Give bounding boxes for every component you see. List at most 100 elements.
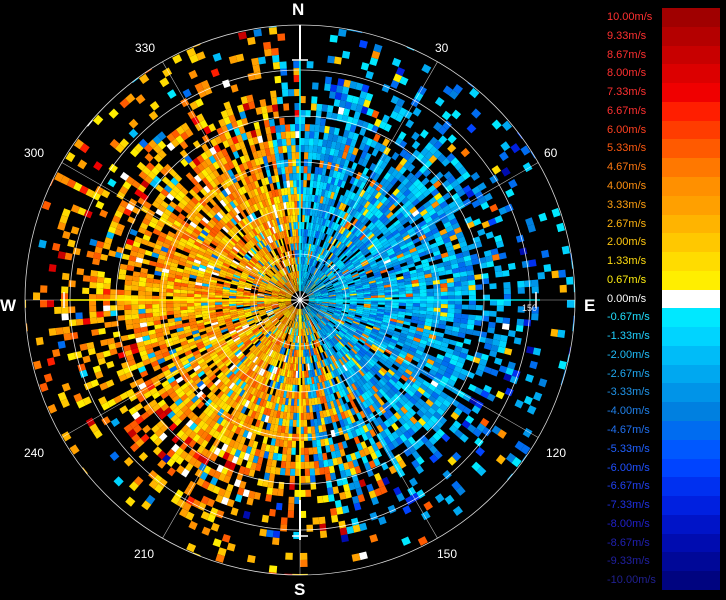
echo-bin	[307, 391, 312, 399]
echo-bin	[311, 433, 317, 441]
echo-bin	[373, 43, 383, 53]
echo-bin	[301, 307, 303, 315]
echo-bin	[391, 285, 399, 290]
echo-bin	[314, 304, 321, 308]
echo-bin	[142, 424, 152, 434]
echo-bin	[396, 390, 404, 399]
echo-bin	[313, 216, 317, 224]
echo-bin	[370, 308, 378, 312]
echo-bin	[434, 254, 442, 261]
echo-bin	[401, 231, 409, 238]
echo-bin	[313, 259, 317, 267]
echo-bin	[353, 381, 360, 390]
echo-bin	[398, 166, 407, 175]
echo-bin	[405, 309, 413, 313]
echo-bin	[316, 361, 320, 369]
echo-bin	[361, 345, 369, 352]
echo-bin	[282, 347, 286, 355]
echo-bin	[322, 410, 328, 418]
echo-bin	[310, 283, 316, 290]
echo-bin	[166, 307, 174, 312]
echo-bin	[351, 357, 358, 365]
echo-bin	[425, 398, 434, 407]
echo-bin	[359, 522, 368, 532]
echo-bin	[309, 405, 313, 413]
echo-bin	[317, 353, 322, 361]
echo-bin	[337, 78, 345, 87]
echo-bin	[334, 310, 342, 314]
echo-bin	[433, 283, 441, 289]
echo-bin	[374, 230, 383, 238]
echo-bin	[365, 70, 374, 80]
echo-bin	[356, 292, 364, 296]
echo-bin	[396, 380, 404, 388]
echo-bin	[349, 399, 356, 408]
echo-bin	[370, 262, 378, 268]
echo-bin	[472, 428, 482, 438]
echo-bin	[413, 300, 420, 304]
echo-bin	[405, 293, 413, 297]
echo-bin	[311, 318, 316, 325]
echo-bin	[453, 317, 461, 324]
echo-bin	[501, 323, 510, 330]
echo-bin	[315, 253, 320, 261]
echo-bin	[352, 178, 360, 186]
echo-bin	[388, 465, 397, 475]
echo-bin	[345, 454, 353, 463]
echo-bin	[239, 436, 247, 445]
echo-bin	[312, 404, 317, 413]
echo-bin	[497, 429, 507, 439]
echo-bin	[320, 289, 328, 293]
echo-bin	[407, 331, 416, 338]
echo-bin	[424, 151, 434, 160]
echo-bin	[358, 338, 366, 344]
echo-bin	[339, 158, 346, 166]
echo-bin	[393, 330, 401, 336]
echo-bin	[328, 321, 335, 327]
echo-bin	[309, 334, 313, 342]
echo-bin	[338, 202, 344, 210]
echo-bin	[267, 416, 273, 424]
echo-bin	[363, 200, 371, 209]
echo-bin	[348, 283, 356, 288]
echo-bin	[414, 333, 422, 340]
echo-bin	[371, 226, 379, 234]
echo-bin	[330, 429, 336, 438]
echo-bin	[371, 189, 379, 198]
echo-bin	[340, 534, 349, 543]
echo-bin	[433, 140, 443, 150]
echo-bin	[421, 63, 432, 74]
echo-bin	[350, 225, 357, 233]
echo-bin	[402, 505, 412, 515]
echo-bin	[152, 308, 160, 313]
echo-bin	[364, 229, 371, 236]
echo-bin	[152, 283, 160, 288]
echo-bin	[354, 465, 362, 474]
echo-bin	[230, 507, 239, 516]
echo-bin	[339, 339, 346, 346]
echo-bin	[429, 264, 438, 270]
echo-bin	[291, 342, 294, 350]
echo-bin	[308, 320, 312, 327]
echo-bin	[389, 274, 397, 280]
echo-bin	[406, 378, 415, 387]
echo-bin	[320, 306, 328, 309]
echo-bin	[418, 251, 427, 258]
echo-bin	[403, 439, 412, 449]
echo-bin	[326, 380, 331, 388]
echo-bin	[439, 200, 449, 209]
echo-bin	[364, 267, 372, 273]
echo-bin	[329, 355, 335, 363]
echo-bin	[514, 440, 525, 451]
echo-bin	[306, 290, 312, 295]
echo-bin	[412, 303, 420, 307]
echo-bin	[372, 239, 381, 246]
echo-bin	[361, 248, 369, 255]
echo-bin	[338, 194, 344, 203]
echo-bin	[259, 406, 266, 415]
echo-bin	[390, 79, 400, 89]
echo-bin	[438, 324, 446, 330]
echo-bin	[323, 459, 329, 468]
echo-bin	[274, 438, 280, 447]
echo-bin	[390, 396, 399, 404]
